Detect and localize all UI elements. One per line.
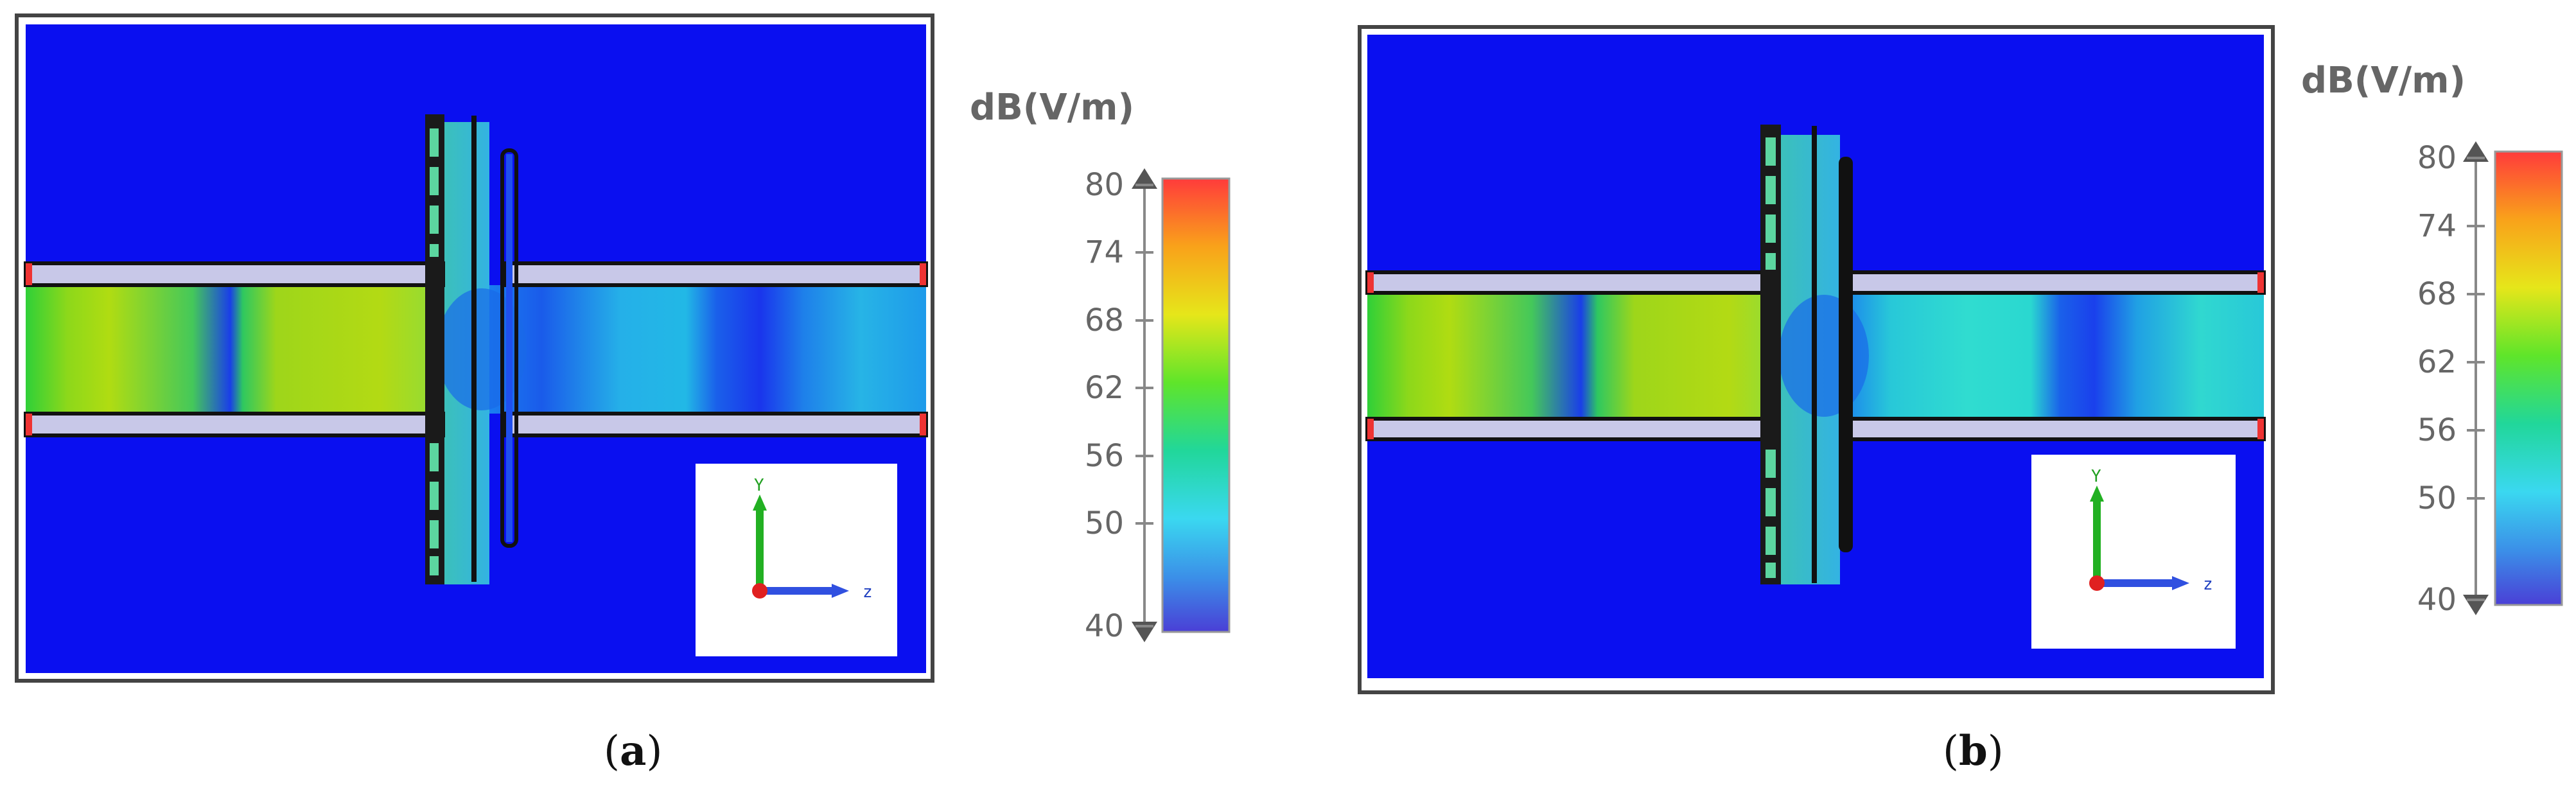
colorbar-tick: 56 <box>2417 412 2457 448</box>
panel-a: Y z dB(V/m) 80 74 68 62 56 50 40 <box>15 13 1231 683</box>
axis-label-y: Y <box>2091 467 2101 486</box>
axis-label-z: z <box>863 582 873 602</box>
caption-letter: a <box>619 727 647 775</box>
panel-b: Y z dB(V/m) 80 74 68 62 56 50 40 <box>1358 25 2563 694</box>
colorbar-unit: dB(V/m) <box>970 87 1134 128</box>
colorbar-unit: dB(V/m) <box>2301 60 2466 101</box>
colorbar-tick: 40 <box>1085 608 1124 644</box>
caption-b: (b) <box>1943 727 2004 775</box>
colorbar-tick: 62 <box>1085 370 1124 406</box>
colorbar-tick: 80 <box>2417 140 2457 176</box>
colorbar-tick: 80 <box>1085 167 1124 203</box>
axis-inset-a: Y z <box>696 464 897 656</box>
colorbar-tick: 40 <box>2417 582 2457 618</box>
colorbar-a: dB(V/m) 80 74 68 62 56 50 40 <box>970 87 1231 644</box>
colorbar-tick: 56 <box>1085 438 1124 474</box>
colorbar-tick: 62 <box>2417 344 2457 380</box>
colorbar-tick: 74 <box>1085 234 1124 270</box>
caption-letter: b <box>1958 727 1988 775</box>
caption-a: (a) <box>604 727 663 775</box>
colorbar-tick: 50 <box>1085 505 1124 541</box>
axis-label-z: z <box>2203 575 2213 594</box>
colorbar-tick: 68 <box>1085 302 1124 338</box>
colorbar-tick: 74 <box>2417 208 2457 244</box>
colorbar-tick: 68 <box>2417 276 2457 312</box>
axis-label-y: Y <box>754 476 764 495</box>
colorbar-b: dB(V/m) 80 74 68 62 56 50 40 <box>2301 60 2563 618</box>
colorbar-tick: 50 <box>2417 480 2457 516</box>
axis-inset-b: Y z <box>2031 455 2236 649</box>
